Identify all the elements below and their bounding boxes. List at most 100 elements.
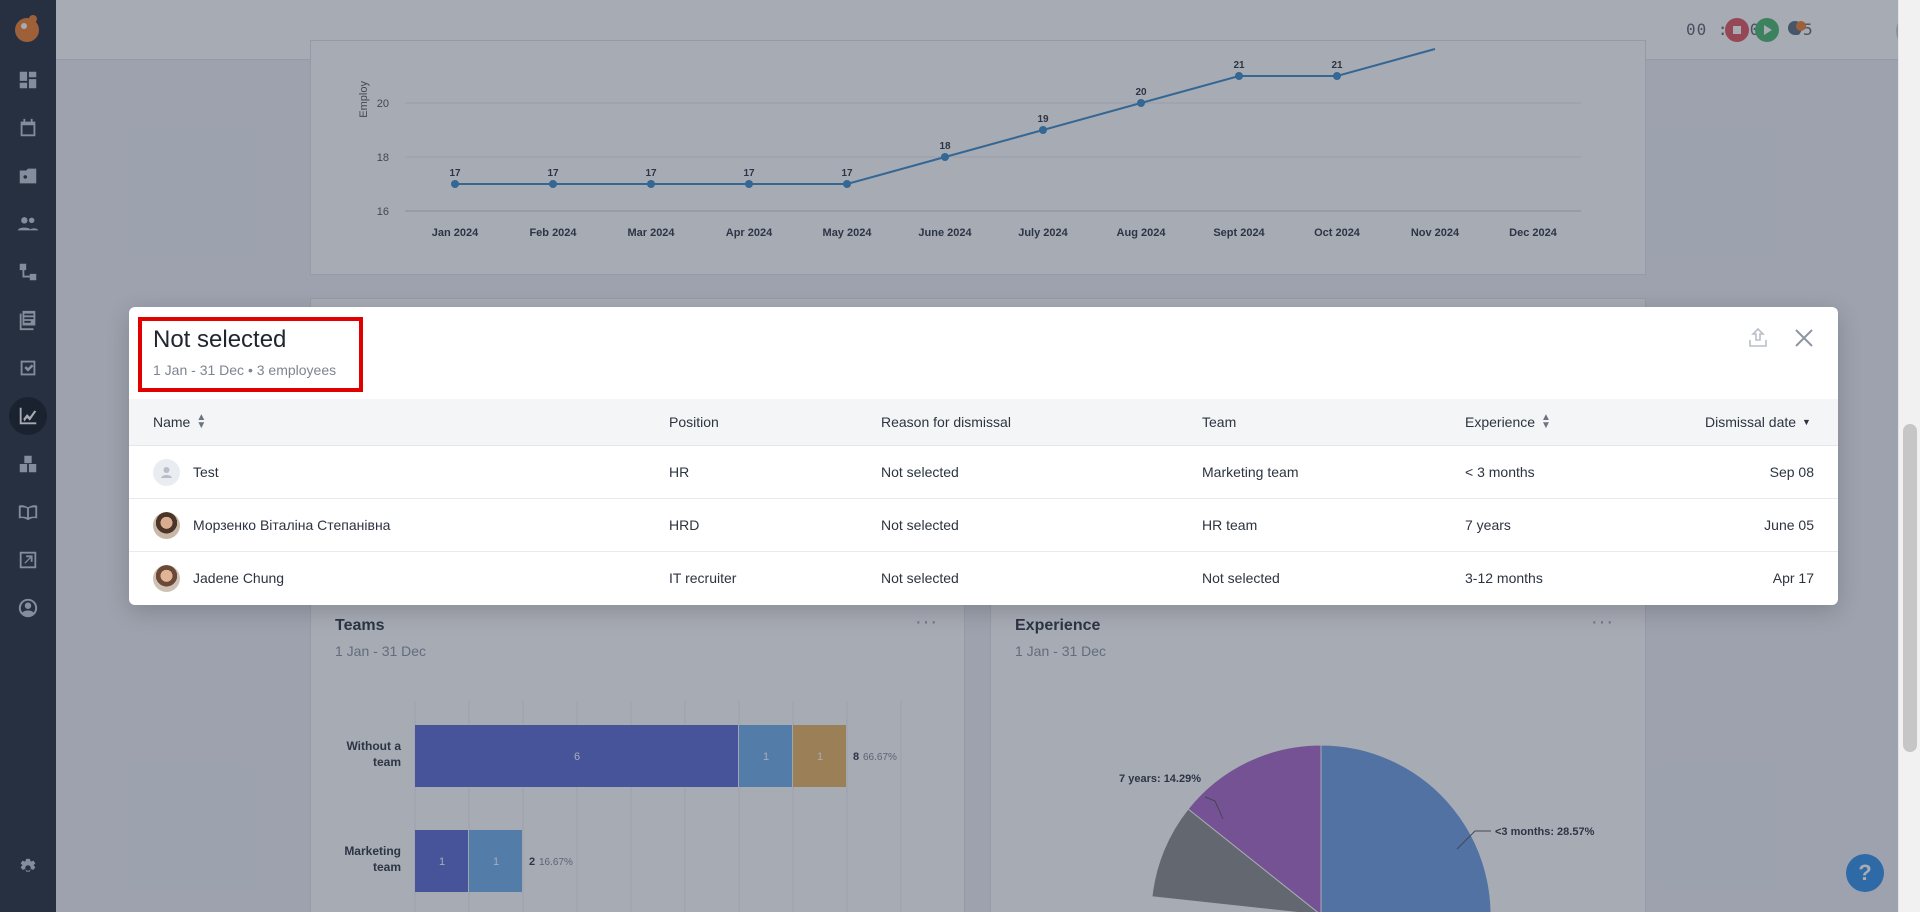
help-button[interactable]: ? [1846, 854, 1884, 892]
data-point [843, 180, 851, 188]
date-cell: Apr 17 [1772, 570, 1814, 586]
people-icon[interactable] [12, 208, 44, 240]
team-cell: Marketing team [1202, 464, 1299, 480]
tasks-icon[interactable] [12, 352, 44, 384]
bar-percent-label: 16.67% [539, 857, 573, 868]
label-leader-line [1204, 796, 1224, 820]
bar-value-label: 6 [574, 751, 580, 763]
profile-icon[interactable] [12, 592, 44, 624]
data-label: 17 [841, 168, 853, 179]
external-link-icon[interactable] [12, 544, 44, 576]
bar-segment [415, 830, 468, 892]
x-tick-label: June 2024 [918, 227, 972, 239]
y-tick-label: 20 [377, 98, 389, 110]
data-label: 18 [939, 141, 951, 152]
scrollbar-thumb[interactable] [1903, 424, 1917, 752]
category-label: team [373, 755, 401, 769]
data-point [1333, 72, 1341, 80]
pie-label: 7 years: 14.29% [1119, 773, 1201, 785]
bar-segment [793, 725, 846, 787]
analytics-icon[interactable] [9, 397, 47, 435]
settings-icon[interactable] [12, 852, 44, 884]
stop-icon[interactable] [1725, 18, 1749, 42]
data-point [941, 153, 949, 161]
column-experience-label: Experience [1465, 414, 1536, 430]
data-point [1235, 72, 1243, 80]
inventory-icon[interactable] [12, 448, 44, 480]
more-options-icon[interactable]: ··· [1591, 611, 1614, 633]
bar-percent-label: 66.67% [863, 752, 897, 763]
pie-slice [1187, 744, 1322, 912]
modal-subtitle: 1 Jan - 31 Dec • 3 employees [153, 362, 337, 378]
dashboard-icon[interactable] [12, 64, 44, 96]
play-icon[interactable] [1755, 18, 1779, 42]
label-leader-line [1456, 830, 1491, 850]
category-label: Without a [346, 739, 401, 753]
export-icon[interactable] [1743, 323, 1773, 353]
data-point [1039, 126, 1047, 134]
x-tick-label: Feb 2024 [529, 227, 577, 239]
bar-segment [469, 830, 522, 892]
data-label: 17 [547, 168, 559, 179]
sort-icon[interactable]: ▲ ▼ [196, 412, 207, 431]
experience-subtitle: 1 Jan - 31 Dec [1015, 643, 1107, 659]
date-cell: Sep 08 [1769, 464, 1814, 480]
column-name-label: Name [153, 414, 191, 430]
app-logo[interactable] [13, 13, 43, 43]
chat-icon[interactable] [1785, 18, 1809, 42]
documents-icon[interactable] [12, 304, 44, 336]
data-point [745, 180, 753, 188]
column-name[interactable]: Name ▲ ▼ [153, 412, 207, 431]
data-label: 20 [1135, 87, 1147, 98]
calendar-icon[interactable] [12, 112, 44, 144]
bar-total-label: 8 [853, 751, 859, 763]
column-reason-label: Reason for dismissal [881, 414, 1011, 430]
bar-total-label: 2 [529, 856, 535, 868]
employee-name[interactable]: Test [193, 464, 219, 480]
pie-slice [1320, 744, 1492, 912]
data-point [549, 180, 557, 188]
column-dismissal-date[interactable]: Dismissal date ▼ [1705, 414, 1811, 430]
data-label: 21 [1233, 60, 1245, 71]
sort-desc-icon[interactable]: ▼ [1802, 417, 1811, 427]
column-experience[interactable]: Experience ▲ ▼ [1465, 412, 1551, 431]
close-icon[interactable] [1789, 323, 1819, 353]
column-position-label: Position [669, 414, 719, 430]
teams-title: Teams [335, 617, 385, 634]
category-label: team [373, 860, 401, 874]
reason-cell: Not selected [881, 464, 959, 480]
sort-icon[interactable]: ▲ ▼ [1541, 412, 1551, 431]
table-header: Name ▲ ▼ Position Reason for dismissal Tea… [129, 399, 1838, 446]
badge-icon[interactable] [12, 160, 44, 192]
experience-card: Experience 1 Jan - 31 Dec ··· 7 years: 1… [990, 604, 1646, 912]
teams-subtitle: 1 Jan - 31 Dec [335, 643, 427, 659]
table-row[interactable]: Test HR Not selected Marketing team < 3 … [129, 446, 1838, 499]
bar-value-label: 1 [439, 856, 445, 868]
org-structure-icon[interactable] [12, 256, 44, 288]
x-tick-label: Sept 2024 [1213, 227, 1265, 239]
headcount-chart-card: 16 18 20 Employ 17 Jan 2024 17 Feb 2024 17 Mar 20… [310, 40, 1646, 275]
page-scrollbar[interactable] [1898, 0, 1920, 912]
dismissal-details-modal: Not selected 1 Jan - 31 Dec • 3 employee… [129, 307, 1838, 605]
employee-name[interactable]: Морзенко Віталіна Степанівна [193, 517, 391, 533]
knowledge-base-icon[interactable] [12, 496, 44, 528]
column-team: Team [1202, 414, 1236, 430]
table-row[interactable]: Jadene Chung IT recruiter Not selected N… [129, 552, 1838, 605]
position-cell: HR [669, 464, 690, 480]
x-tick-label: Apr 2024 [726, 227, 773, 239]
x-tick-label: Mar 2024 [627, 227, 675, 239]
reason-cell: Not selected [881, 570, 959, 586]
teams-card: Teams 1 Jan - 31 Dec ··· Without a team 6 1… [310, 604, 965, 912]
y-tick-label: 18 [377, 152, 389, 164]
position-cell: HRD [669, 517, 700, 533]
data-point [647, 180, 655, 188]
column-position: Position [669, 414, 719, 430]
table-row[interactable]: Морзенко Віталіна Степанівна HRD Not sel… [129, 499, 1838, 552]
bar-value-label: 1 [493, 856, 499, 868]
experience-cell: 3-12 months [1465, 570, 1543, 586]
column-team-label: Team [1202, 414, 1237, 430]
more-options-icon[interactable]: ··· [915, 611, 938, 633]
x-tick-label: Aug 2024 [1117, 227, 1167, 239]
team-cell: HR team [1202, 517, 1258, 533]
employee-name[interactable]: Jadene Chung [193, 570, 285, 586]
